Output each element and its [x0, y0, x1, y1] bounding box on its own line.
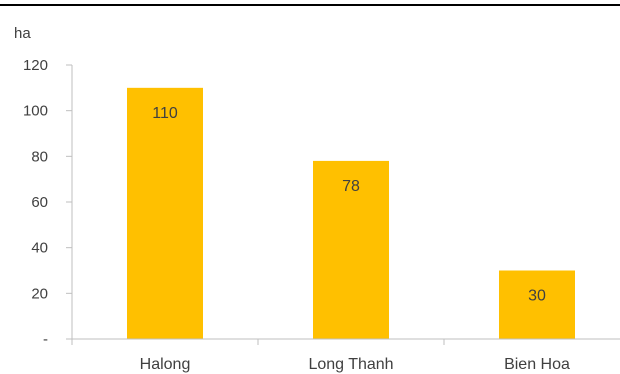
y-unit-label: ha — [14, 25, 31, 42]
y-tick-label: 100 — [23, 103, 48, 120]
y-tick-label: 80 — [31, 148, 48, 165]
data-label: 30 — [528, 288, 546, 305]
y-tick-label: 120 — [23, 57, 48, 74]
bars: 110 78 30 — [127, 87, 575, 339]
y-tick-label: - — [43, 331, 48, 348]
y-tick-label: 20 — [31, 285, 48, 302]
x-category-label: Halong — [140, 356, 191, 373]
y-tick-label: 40 — [31, 240, 48, 257]
bar-halong — [127, 87, 203, 339]
data-label: 110 — [152, 105, 178, 122]
bar-long-thanh — [313, 160, 389, 339]
x-category-label: Long Thanh — [308, 356, 393, 373]
x-axis: Halong Long Thanh Bien Hoa — [71, 338, 620, 373]
x-category-label: Bien Hoa — [504, 356, 570, 373]
y-tick-label: 60 — [31, 194, 48, 211]
data-label: 78 — [342, 178, 360, 195]
bar-bien-hoa — [499, 270, 575, 339]
y-axis: - 20 40 60 80 100 120 — [23, 57, 73, 348]
